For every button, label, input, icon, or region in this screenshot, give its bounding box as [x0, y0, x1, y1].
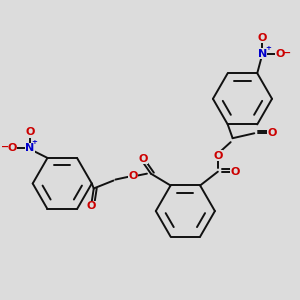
Text: O: O — [275, 49, 285, 58]
Text: O: O — [128, 171, 138, 181]
Text: +: + — [32, 139, 38, 145]
Text: O: O — [257, 33, 267, 43]
Text: O: O — [138, 154, 148, 164]
Text: −: − — [1, 142, 9, 152]
Text: O: O — [25, 127, 34, 137]
Text: O: O — [231, 167, 240, 177]
Text: N: N — [25, 143, 34, 153]
Text: −: − — [283, 47, 291, 58]
Text: O: O — [267, 128, 277, 138]
Text: O: O — [7, 143, 17, 153]
Text: O: O — [213, 151, 223, 161]
Text: N: N — [257, 49, 267, 58]
Text: O: O — [86, 201, 95, 211]
Text: +: + — [265, 45, 271, 51]
